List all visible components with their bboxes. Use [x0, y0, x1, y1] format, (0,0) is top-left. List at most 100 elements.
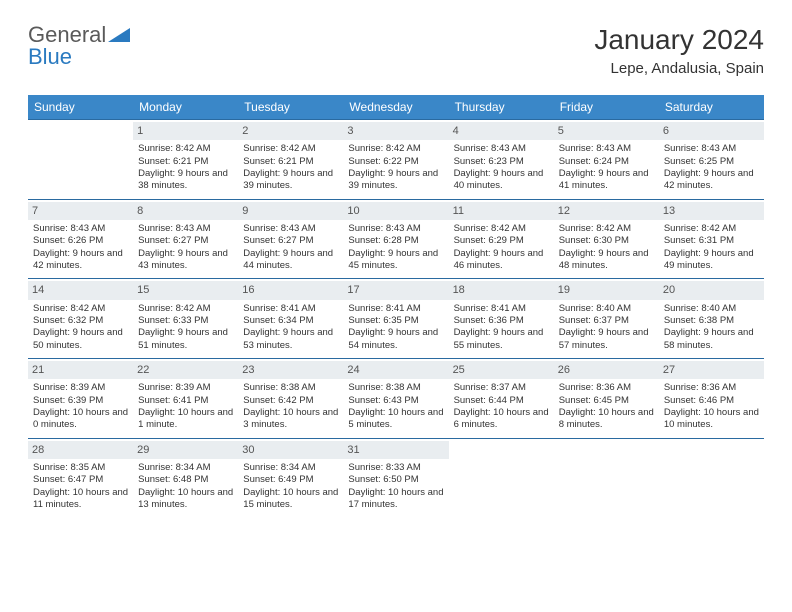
sunrise-text: Sunrise: 8:42 AM	[559, 223, 654, 235]
daylight-text: Daylight: 10 hours and 6 minutes.	[454, 407, 549, 432]
calendar-head: SundayMondayTuesdayWednesdayThursdayFrid…	[28, 95, 764, 120]
calendar-cell: 9Sunrise: 8:43 AMSunset: 6:27 PMDaylight…	[238, 199, 343, 279]
daylight-text: Daylight: 10 hours and 10 minutes.	[664, 407, 759, 432]
calendar-cell: 19 Sunrise: 8:40 AMSunset: 6:37 PMDayligh…	[554, 279, 659, 359]
day-info: Sunrise: 8:43 AMSunset: 6:27 PMDaylight:…	[242, 223, 339, 272]
sunrise-text: Sunrise: 8:34 AM	[243, 462, 338, 474]
day-number: 22	[133, 361, 238, 379]
calendar-cell: 15 Sunrise: 8:42 AMSunset: 6:33 PMDayligh…	[133, 279, 238, 359]
sunset-text: Sunset: 6:38 PM	[664, 315, 759, 327]
day-info: Sunrise: 8:43 AMSunset: 6:27 PMDaylight:…	[137, 223, 234, 272]
sunrise-text: Sunrise: 8:41 AM	[348, 303, 443, 315]
day-info: Sunrise: 8:38 AMSunset: 6:42 PMDaylight:…	[242, 382, 339, 431]
calendar-table: SundayMondayTuesdayWednesdayThursdayFrid…	[28, 95, 764, 517]
sunset-text: Sunset: 6:35 PM	[348, 315, 443, 327]
daylight-text: Daylight: 9 hours and 41 minutes.	[559, 168, 654, 193]
day-number: 21	[28, 361, 133, 379]
day-info: Sunrise: 8:34 AMSunset: 6:48 PMDaylight:…	[137, 462, 234, 511]
sunset-text: Sunset: 6:49 PM	[243, 474, 338, 486]
sunset-text: Sunset: 6:21 PM	[138, 156, 233, 168]
day-info: Sunrise: 8:34 AMSunset: 6:49 PMDaylight:…	[242, 462, 339, 511]
day-number: 6	[659, 122, 764, 140]
sunset-text: Sunset: 6:34 PM	[243, 315, 338, 327]
calendar-cell: 11Sunrise: 8:42 AMSunset: 6:29 PMDayligh…	[449, 199, 554, 279]
calendar-row: 28 Sunrise: 8:35 AMSunset: 6:47 PMDayligh…	[28, 438, 764, 517]
logo: General Blue	[28, 24, 130, 68]
sunrise-text: Sunrise: 8:43 AM	[138, 223, 233, 235]
day-number: 24	[343, 361, 448, 379]
daylight-text: Daylight: 9 hours and 49 minutes.	[664, 248, 759, 273]
calendar-cell: 18Sunrise: 8:41 AMSunset: 6:36 PMDayligh…	[449, 279, 554, 359]
day-info: Sunrise: 8:35 AMSunset: 6:47 PMDaylight:…	[32, 462, 129, 511]
daylight-text: Daylight: 9 hours and 57 minutes.	[559, 327, 654, 352]
day-info: Sunrise: 8:40 AMSunset: 6:37 PMDaylight:…	[558, 303, 655, 352]
calendar-cell: 16Sunrise: 8:41 AMSunset: 6:34 PMDayligh…	[238, 279, 343, 359]
day-info: Sunrise: 8:41 AMSunset: 6:34 PMDaylight:…	[242, 303, 339, 352]
daylight-text: Daylight: 10 hours and 17 minutes.	[348, 487, 443, 512]
daylight-text: Daylight: 9 hours and 48 minutes.	[559, 248, 654, 273]
day-info: Sunrise: 8:41 AMSunset: 6:35 PMDaylight:…	[347, 303, 444, 352]
day-number: 26	[554, 361, 659, 379]
calendar-cell: 24Sunrise: 8:38 AMSunset: 6:43 PMDayligh…	[343, 359, 448, 439]
sunset-text: Sunset: 6:46 PM	[664, 395, 759, 407]
calendar-cell: 4Sunrise: 8:43 AMSunset: 6:23 PMDaylight…	[449, 120, 554, 200]
sunrise-text: Sunrise: 8:42 AM	[243, 143, 338, 155]
day-number: 20	[659, 281, 764, 299]
sunset-text: Sunset: 6:29 PM	[454, 235, 549, 247]
day-info: Sunrise: 8:42 AMSunset: 6:22 PMDaylight:…	[347, 143, 444, 192]
daylight-text: Daylight: 9 hours and 43 minutes.	[138, 248, 233, 273]
day-number: 15	[133, 281, 238, 299]
sunset-text: Sunset: 6:28 PM	[348, 235, 443, 247]
sunset-text: Sunset: 6:27 PM	[138, 235, 233, 247]
calendar-cell-empty	[449, 438, 554, 517]
calendar-cell: 20Sunrise: 8:40 AMSunset: 6:38 PMDayligh…	[659, 279, 764, 359]
daylight-text: Daylight: 10 hours and 1 minute.	[138, 407, 233, 432]
sunrise-text: Sunrise: 8:39 AM	[138, 382, 233, 394]
day-number: 28	[28, 441, 133, 459]
day-info: Sunrise: 8:42 AMSunset: 6:32 PMDaylight:…	[32, 303, 129, 352]
calendar-cell: 1Sunrise: 8:42 AMSunset: 6:21 PMDaylight…	[133, 120, 238, 200]
sunset-text: Sunset: 6:26 PM	[33, 235, 128, 247]
day-info: Sunrise: 8:43 AMSunset: 6:24 PMDaylight:…	[558, 143, 655, 192]
day-info: Sunrise: 8:43 AMSunset: 6:28 PMDaylight:…	[347, 223, 444, 272]
daylight-text: Daylight: 9 hours and 39 minutes.	[243, 168, 338, 193]
daylight-text: Daylight: 10 hours and 8 minutes.	[559, 407, 654, 432]
sunset-text: Sunset: 6:24 PM	[559, 156, 654, 168]
sunset-text: Sunset: 6:21 PM	[243, 156, 338, 168]
daylight-text: Daylight: 9 hours and 44 minutes.	[243, 248, 338, 273]
sunset-text: Sunset: 6:50 PM	[348, 474, 443, 486]
weekday-header: Tuesday	[238, 95, 343, 120]
sunrise-text: Sunrise: 8:40 AM	[664, 303, 759, 315]
daylight-text: Daylight: 10 hours and 15 minutes.	[243, 487, 338, 512]
day-info: Sunrise: 8:43 AMSunset: 6:26 PMDaylight:…	[32, 223, 129, 272]
weekday-header: Saturday	[659, 95, 764, 120]
sunrise-text: Sunrise: 8:36 AM	[559, 382, 654, 394]
sunrise-text: Sunrise: 8:42 AM	[348, 143, 443, 155]
calendar-cell: 12Sunrise: 8:42 AMSunset: 6:30 PMDayligh…	[554, 199, 659, 279]
day-info: Sunrise: 8:36 AMSunset: 6:45 PMDaylight:…	[558, 382, 655, 431]
day-number: 19	[554, 281, 659, 299]
daylight-text: Daylight: 10 hours and 0 minutes.	[33, 407, 128, 432]
sunrise-text: Sunrise: 8:43 AM	[664, 143, 759, 155]
sunset-text: Sunset: 6:36 PM	[454, 315, 549, 327]
sunrise-text: Sunrise: 8:34 AM	[138, 462, 233, 474]
calendar-cell: 3Sunrise: 8:42 AMSunset: 6:22 PMDaylight…	[343, 120, 448, 200]
calendar-cell: 8Sunrise: 8:43 AMSunset: 6:27 PMDaylight…	[133, 199, 238, 279]
daylight-text: Daylight: 9 hours and 51 minutes.	[138, 327, 233, 352]
day-number: 4	[449, 122, 554, 140]
daylight-text: Daylight: 9 hours and 42 minutes.	[664, 168, 759, 193]
day-number: 23	[238, 361, 343, 379]
calendar-cell: 6Sunrise: 8:43 AMSunset: 6:25 PMDaylight…	[659, 120, 764, 200]
day-number: 1	[133, 122, 238, 140]
calendar-row: 21Sunrise: 8:39 AMSunset: 6:39 PMDayligh…	[28, 359, 764, 439]
daylight-text: Daylight: 9 hours and 42 minutes.	[33, 248, 128, 273]
calendar-cell: 30Sunrise: 8:34 AMSunset: 6:49 PMDayligh…	[238, 438, 343, 517]
calendar-cell: 5Sunrise: 8:43 AMSunset: 6:24 PMDaylight…	[554, 120, 659, 200]
daylight-text: Daylight: 10 hours and 5 minutes.	[348, 407, 443, 432]
daylight-text: Daylight: 9 hours and 45 minutes.	[348, 248, 443, 273]
calendar-cell: 2Sunrise: 8:42 AMSunset: 6:21 PMDaylight…	[238, 120, 343, 200]
daylight-text: Daylight: 9 hours and 40 minutes.	[454, 168, 549, 193]
day-info: Sunrise: 8:39 AMSunset: 6:41 PMDaylight:…	[137, 382, 234, 431]
day-info: Sunrise: 8:42 AMSunset: 6:33 PMDaylight:…	[137, 303, 234, 352]
sunrise-text: Sunrise: 8:35 AM	[33, 462, 128, 474]
